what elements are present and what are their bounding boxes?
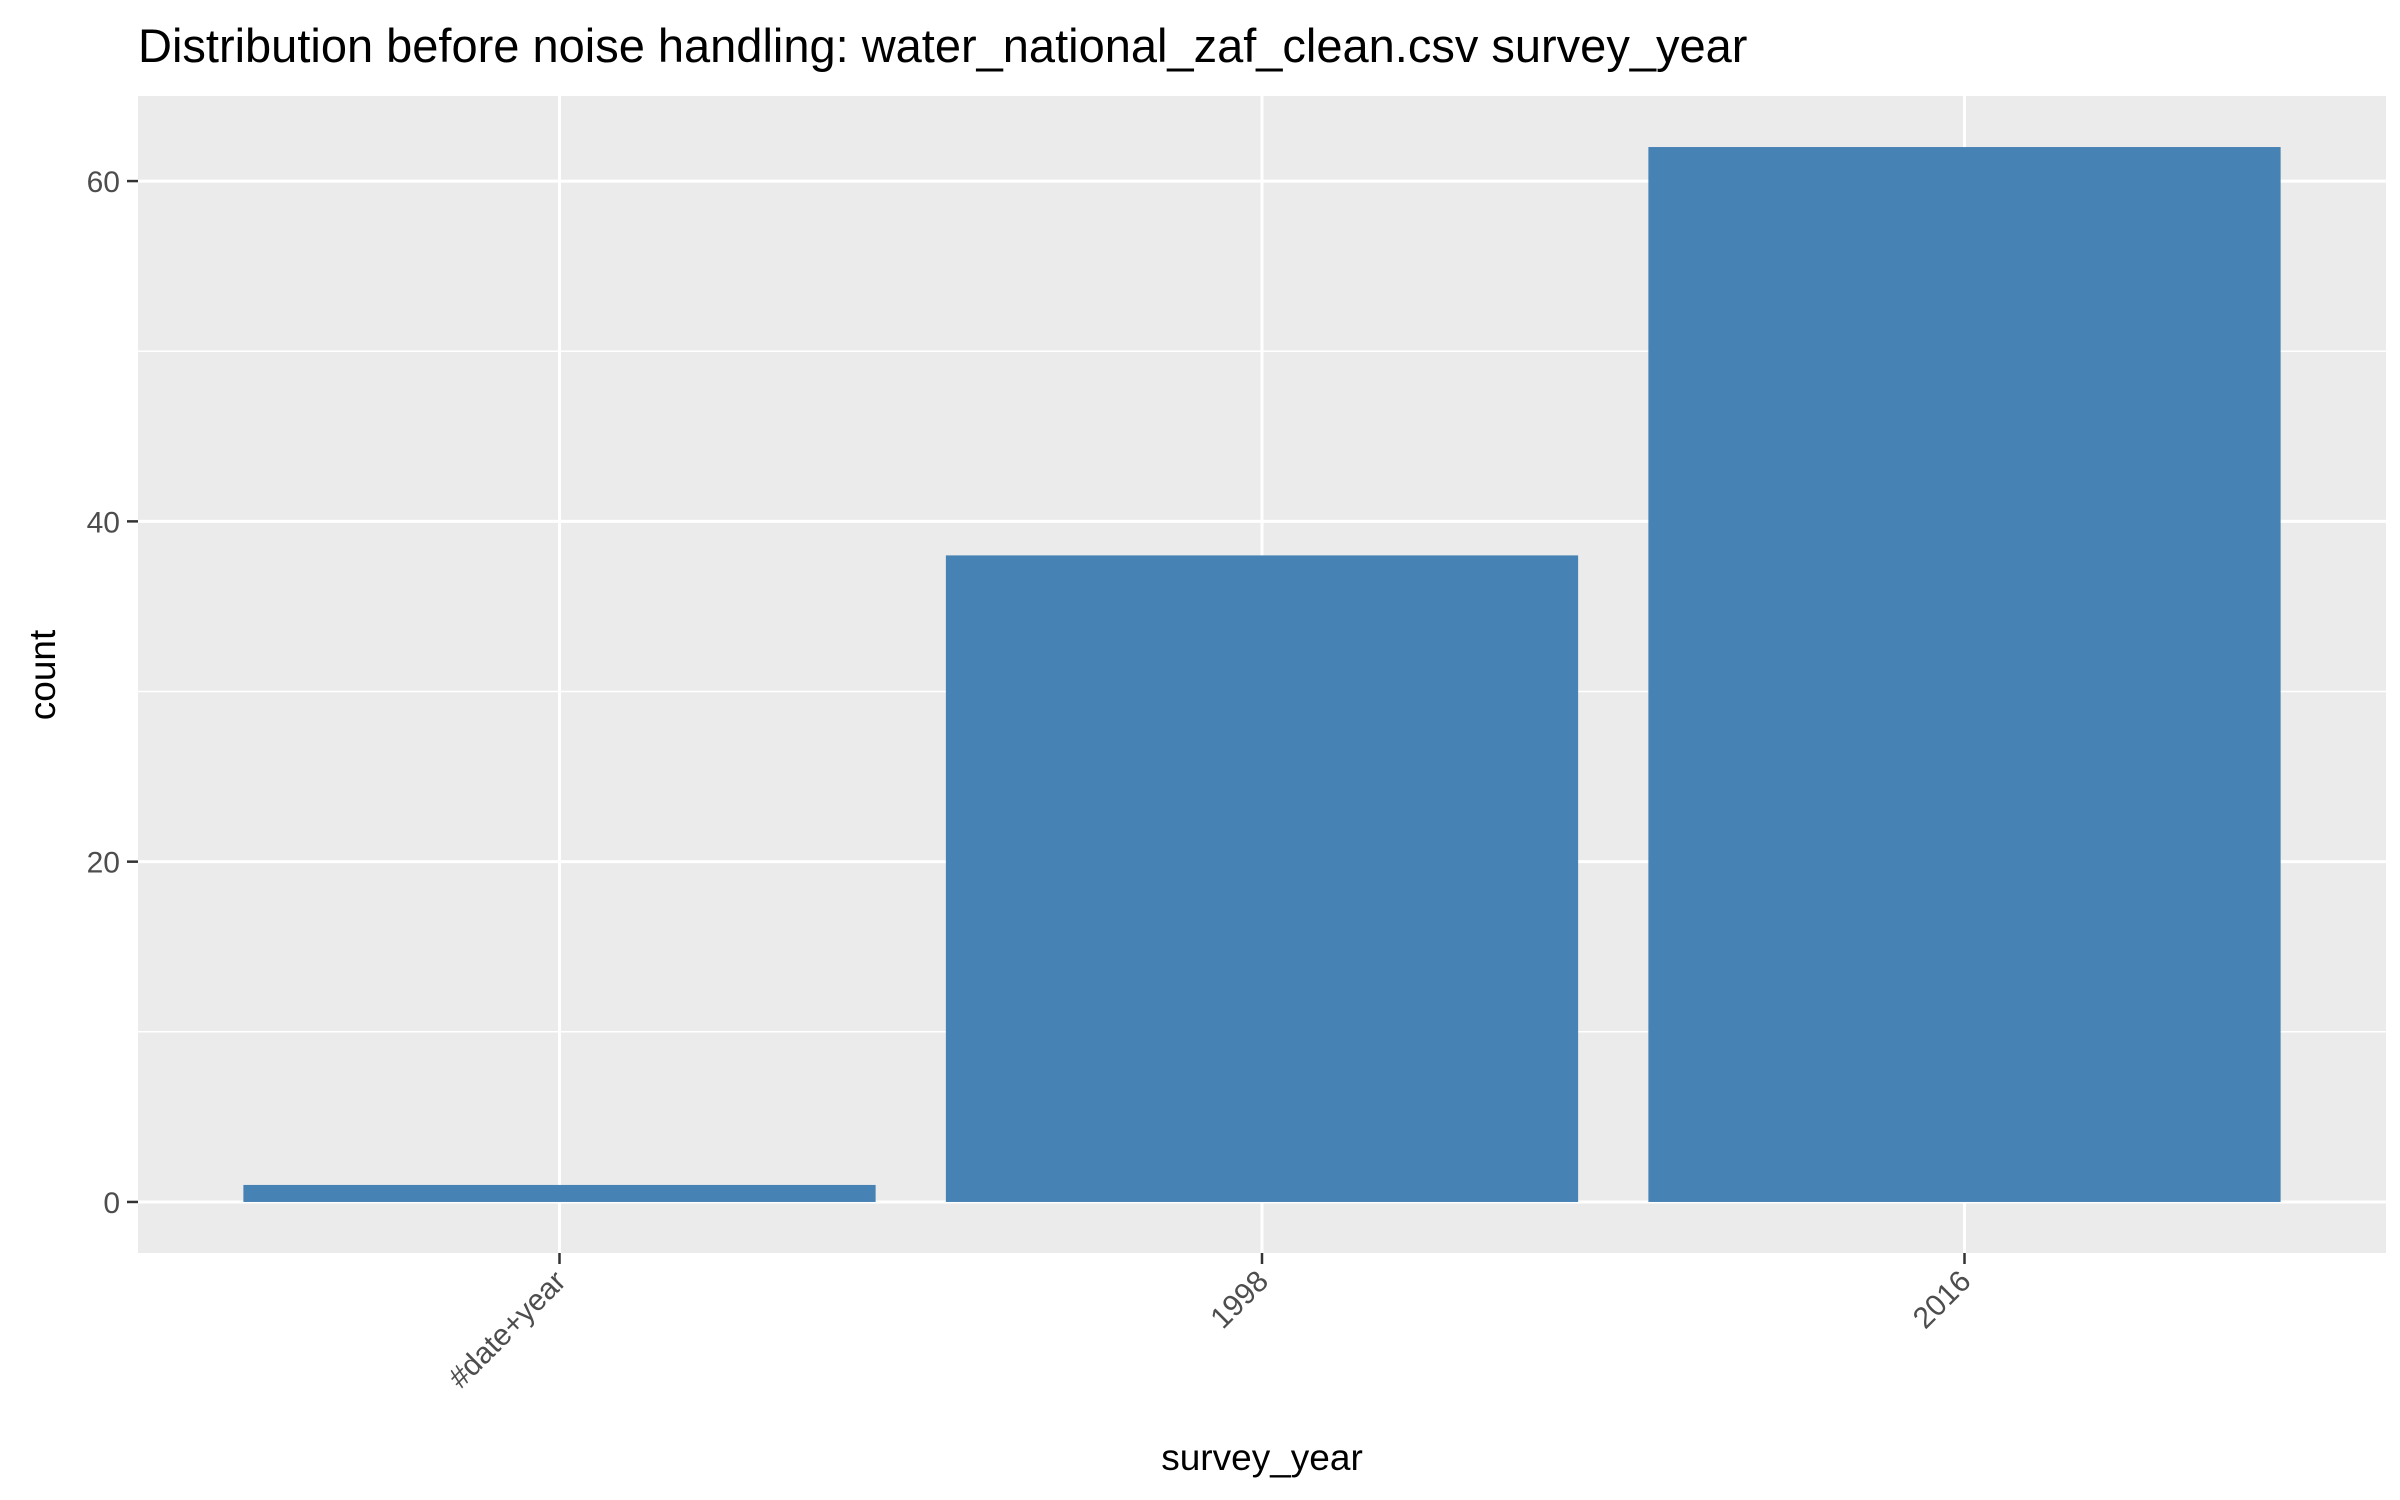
- bar-#date+year: [243, 1184, 876, 1202]
- x-tick-label: 1998: [1204, 1265, 1275, 1336]
- x-axis: #date+year 1998 2016: [442, 1253, 1977, 1395]
- x-axis-title: survey_year: [1161, 1437, 1363, 1478]
- y-tick-label: 20: [87, 847, 120, 880]
- bar-2016: [1648, 147, 2281, 1202]
- x-tick-label: #date+year: [442, 1265, 572, 1395]
- chart-title: Distribution before noise handling: wate…: [138, 19, 1747, 72]
- y-tick-label: 60: [87, 166, 120, 199]
- bars: [243, 147, 2281, 1202]
- y-tick-label: 40: [87, 506, 120, 539]
- y-axis: 0 20 40 60: [87, 166, 138, 1220]
- x-tick-label: 2016: [1907, 1265, 1978, 1336]
- bar-1998: [945, 555, 1579, 1202]
- y-tick-label: 0: [103, 1187, 120, 1220]
- y-axis-title: count: [22, 629, 63, 720]
